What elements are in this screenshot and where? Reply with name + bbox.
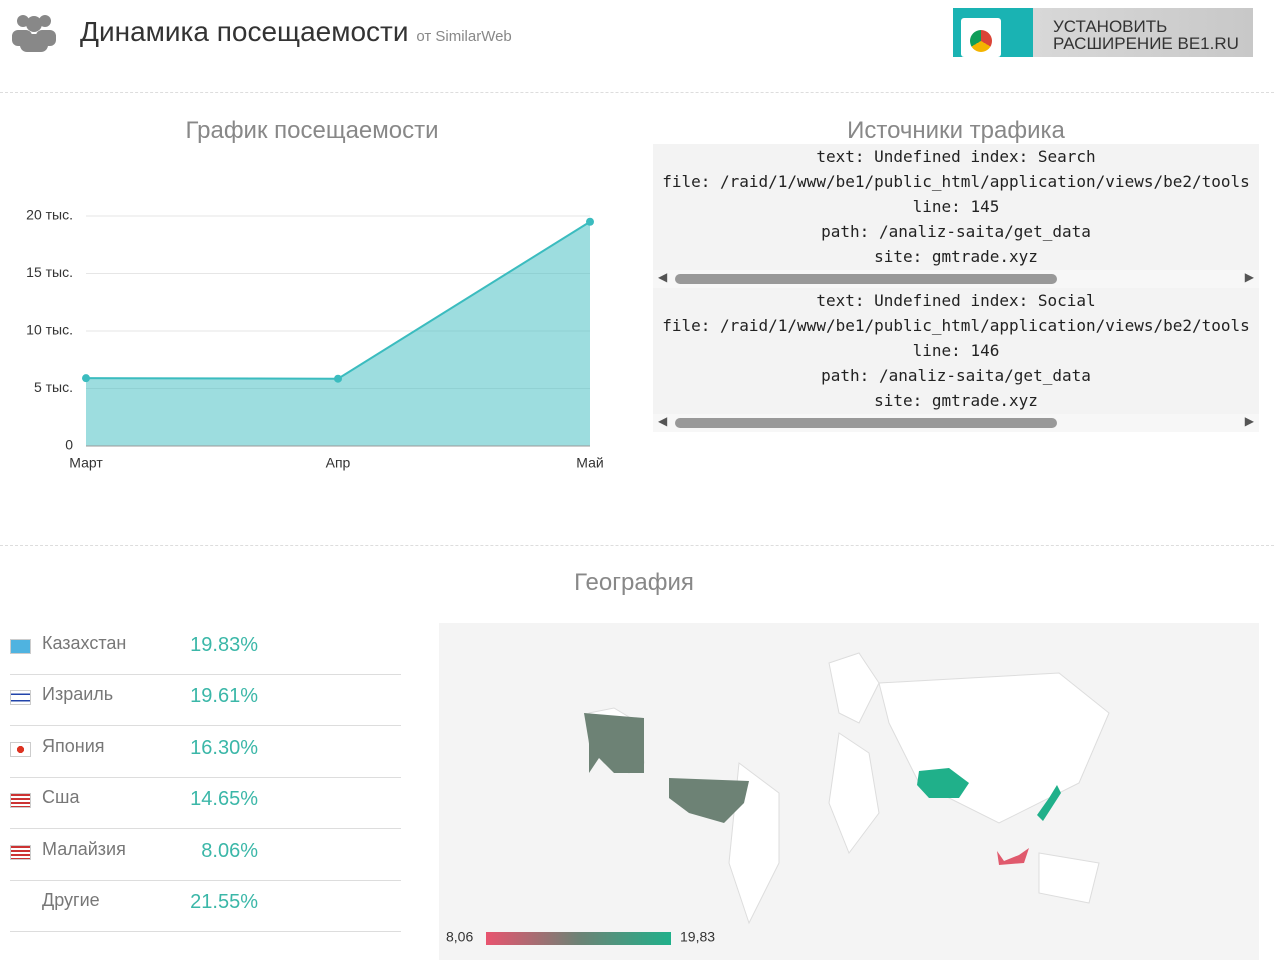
geo-title: География — [574, 569, 694, 596]
point — [82, 374, 90, 383]
error-block: text: Undefined index: Social file: /raid… — [653, 288, 1259, 432]
traffic-title: Источники трафика — [847, 117, 1065, 144]
error-line: site: gmtrade.xyz — [874, 247, 1038, 266]
button-text: УСТАНОВИТЬ — [1053, 17, 1168, 36]
country-row: Израиль 19.61% — [10, 674, 401, 727]
error-line: text: Undefined index: Social — [816, 291, 1096, 310]
x-tick-label: Апр — [326, 455, 351, 471]
country-row: Другие 21.55% — [10, 880, 401, 932]
country-share: 14.65% — [190, 788, 258, 811]
error-line: path: /analiz-saita/get_data — [821, 222, 1091, 241]
country-name: Казахстан — [42, 633, 127, 653]
source: от SimilarWeb — [416, 28, 512, 45]
y-tick-label: 0 — [65, 437, 73, 453]
page-title: Динамика посещаемости от SimilarWeb — [80, 16, 512, 48]
point — [586, 217, 594, 226]
install-button[interactable]: УСТАНОВИТЬ РАСШИРЕНИЕ BE1.RU — [953, 8, 1253, 57]
scrollbar: ◀ ▶ — [653, 270, 1259, 288]
users-icon — [12, 15, 56, 52]
error-block: text: Undefined index: Search file: /raid… — [653, 144, 1259, 288]
chart: 0 5 тыс. 10 тыс. 15 тыс. 20 тыс. Март Апр Май — [26, 207, 604, 471]
title: Динамика посещаемости — [80, 16, 409, 47]
y-tick-label: 5 тыс. — [34, 379, 73, 395]
country-row: Япония 16.30% — [10, 726, 401, 778]
divider — [0, 545, 1274, 546]
point — [334, 374, 342, 383]
country-share: 19.83% — [190, 634, 258, 656]
legend-max: 19,83 — [680, 929, 715, 945]
x-tick-label: Май — [576, 455, 603, 471]
legend-min: 8,06 — [446, 929, 473, 945]
country-row: Сша 14.65% — [10, 777, 401, 830]
flag — [10, 690, 31, 706]
y-tick-label: 10 тыс. — [26, 322, 73, 338]
flag — [10, 639, 31, 654]
button-text: РАСШИРЕНИЕ BE1.RU — [1053, 34, 1239, 53]
y-tick-label: 20 тыс. — [26, 207, 73, 223]
error-line: path: /analiz-saita/get_data — [821, 366, 1091, 385]
error-line: file: /raid/1/www/be1/public_html/applic… — [662, 172, 1250, 191]
flag — [10, 741, 31, 757]
y-tick-label: 15 тыс. — [26, 264, 73, 280]
flag — [10, 844, 31, 860]
country-row: Казахстан 19.83% — [10, 623, 401, 675]
world-map: 8,06 19,83 — [439, 623, 1259, 960]
country-name: Сша — [42, 787, 80, 808]
country-name: Другие — [42, 890, 100, 910]
country-share: 19.61% — [190, 685, 258, 708]
flag — [10, 793, 31, 809]
divider — [0, 92, 1274, 93]
country-name: Япония — [42, 735, 105, 756]
error-line: file: /raid/1/www/be1/public_html/applic… — [662, 316, 1250, 335]
country-name: Малайзия — [42, 838, 126, 859]
country-name: Израиль — [42, 684, 114, 705]
chrome-icon — [961, 18, 1001, 57]
country-share: 16.30% — [190, 736, 258, 759]
country-share: 21.55% — [190, 891, 258, 913]
country-row: Малайзия 8.06% — [10, 829, 401, 881]
error-line: site: gmtrade.xyz — [874, 391, 1038, 410]
error-line: line: 146 — [912, 341, 1000, 360]
area — [86, 221, 590, 446]
country-share: 8.06% — [201, 839, 258, 862]
error-line: line: 145 — [912, 197, 1000, 216]
scrollbar: ◀ ▶ — [653, 414, 1259, 432]
error-line: text: Undefined index: Search — [816, 147, 1096, 166]
chart-title: График посещаемости — [185, 117, 439, 144]
x-tick-label: Март — [69, 455, 103, 471]
